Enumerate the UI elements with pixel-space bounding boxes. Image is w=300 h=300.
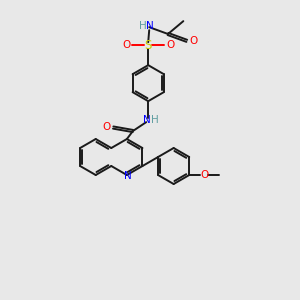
Text: O: O [102, 122, 110, 131]
Text: O: O [122, 40, 130, 50]
Text: N: N [143, 115, 151, 125]
Text: H: H [151, 115, 159, 125]
Text: H: H [139, 21, 147, 31]
Text: S: S [145, 39, 152, 52]
Text: O: O [190, 36, 198, 46]
Text: O: O [166, 40, 174, 50]
Text: O: O [200, 170, 208, 180]
Text: N: N [146, 21, 154, 31]
Text: N: N [124, 171, 132, 181]
